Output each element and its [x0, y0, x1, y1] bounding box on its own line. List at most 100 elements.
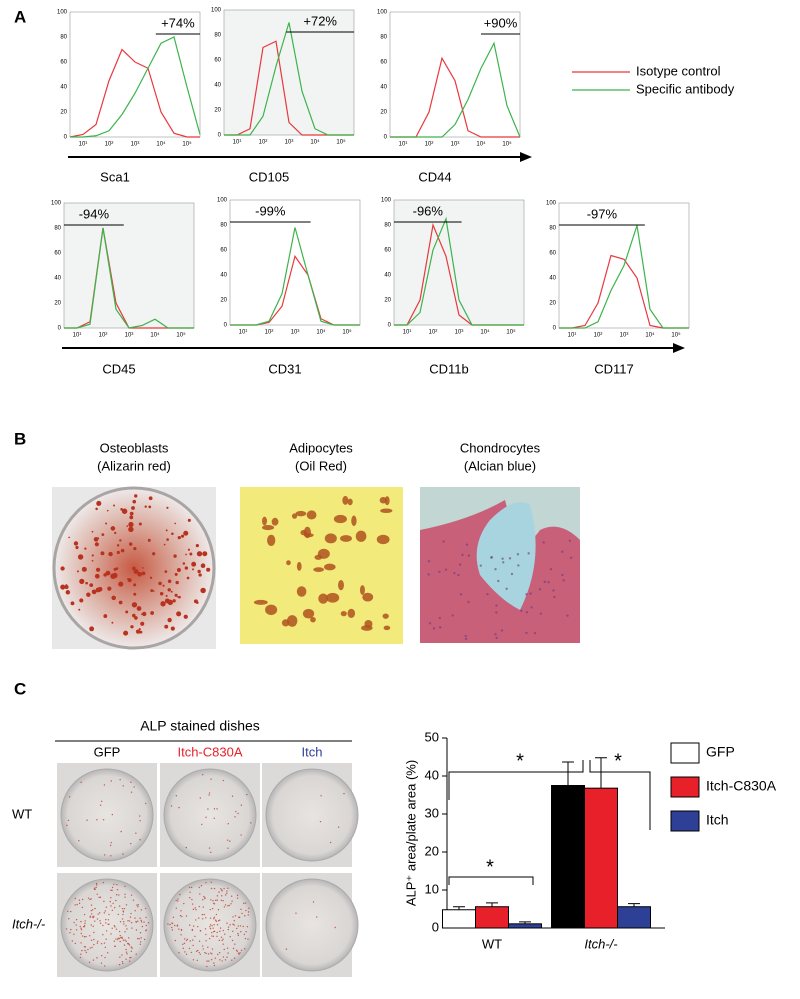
- stain-dot: [105, 906, 108, 908]
- speck: [561, 550, 564, 553]
- speck: [84, 547, 87, 550]
- stain-dot: [213, 964, 216, 967]
- speck: [286, 560, 291, 566]
- y-tick-label: 100: [57, 10, 68, 16]
- arrow-head: [520, 152, 532, 162]
- stain-dot: [178, 952, 180, 954]
- speck: [552, 589, 555, 592]
- speck: [347, 608, 356, 619]
- stain-dot: [205, 917, 207, 919]
- y-tick-label: 80: [220, 223, 227, 229]
- stain-dot: [135, 953, 137, 955]
- speck: [200, 587, 206, 594]
- speck: [495, 636, 498, 640]
- x-tick-label: 10⁵: [342, 329, 352, 336]
- speck: [510, 572, 514, 576]
- x-tick-label: 10³: [451, 142, 460, 148]
- stain-dot: [92, 925, 94, 928]
- speck: [91, 559, 94, 562]
- stain-dot: [124, 893, 126, 895]
- stain-dot: [175, 907, 178, 909]
- y-tick-label: 100: [546, 201, 557, 207]
- stain-dot: [207, 808, 209, 810]
- stain-dot: [108, 913, 110, 916]
- x-tick-label: 10³: [285, 140, 294, 146]
- speck: [116, 550, 120, 555]
- stain-dot: [229, 935, 231, 938]
- stain-dot: [343, 792, 345, 795]
- stain-dot: [208, 960, 210, 962]
- speck: [340, 535, 352, 542]
- stain-dot: [228, 904, 231, 907]
- stain-dot: [178, 806, 180, 809]
- stain-dot: [80, 932, 82, 935]
- x-tick-label: 10²: [259, 140, 268, 146]
- x-tick-label: 10⁵: [176, 332, 186, 339]
- speck: [465, 543, 469, 546]
- speck: [562, 579, 565, 582]
- stain-dot: [207, 953, 210, 955]
- stain-dot: [122, 939, 125, 941]
- stain-dot: [139, 917, 141, 919]
- speck: [95, 587, 101, 593]
- speck: [525, 631, 528, 635]
- speck: [95, 507, 98, 511]
- speck: [453, 571, 456, 575]
- percent-label: -99%: [255, 203, 286, 218]
- stain-dot: [80, 927, 82, 930]
- plot-frame: [229, 199, 361, 326]
- stain-dot: [210, 899, 212, 901]
- dish: [60, 878, 154, 972]
- dish: [163, 768, 257, 862]
- stain-dot: [141, 925, 144, 928]
- speck: [89, 626, 95, 632]
- y-tick-label: 80: [54, 226, 61, 232]
- legend-label: Isotype control: [636, 63, 721, 78]
- stain-dot: [213, 887, 216, 890]
- stain-dot: [214, 957, 216, 959]
- stain-dot: [94, 920, 96, 922]
- marker-name: CD105: [249, 169, 289, 184]
- histogram-curve: [224, 22, 354, 136]
- speck: [384, 496, 390, 506]
- stain-dot: [112, 902, 114, 905]
- stain-dot: [224, 904, 227, 906]
- arrow-head: [673, 343, 685, 353]
- speck: [79, 598, 84, 603]
- stain-dot: [121, 937, 123, 940]
- stain-dot: [217, 953, 219, 956]
- speck: [77, 554, 84, 560]
- stain-dot: [99, 896, 102, 899]
- stain-dot: [213, 918, 215, 920]
- stain-dot: [140, 937, 142, 939]
- speck: [323, 563, 336, 571]
- stain-dot: [105, 938, 107, 940]
- stain-dot: [238, 953, 240, 955]
- stain-dot: [89, 916, 91, 918]
- stain-dot: [195, 908, 197, 911]
- stain-dot: [195, 950, 198, 953]
- stain-dot: [105, 930, 108, 932]
- stain-dot: [147, 922, 150, 924]
- speck: [162, 584, 165, 587]
- stain-dot: [192, 908, 195, 911]
- stain-dot: [83, 936, 86, 938]
- stain-dot: [192, 944, 194, 947]
- stain-dot: [197, 925, 199, 928]
- stain-dot: [80, 942, 82, 944]
- stain-dot: [100, 942, 103, 945]
- stain-dot: [190, 886, 193, 889]
- speck: [76, 570, 79, 573]
- speck: [351, 515, 357, 527]
- speck: [164, 598, 170, 604]
- x-tick-label: 10⁴: [156, 141, 166, 148]
- speck: [166, 506, 169, 509]
- stain-dot: [74, 897, 77, 900]
- x-tick-label: 10¹: [239, 330, 248, 336]
- speck: [96, 500, 102, 507]
- speck: [271, 517, 279, 526]
- stain-dot: [69, 931, 71, 934]
- speck: [262, 525, 275, 531]
- stain-dot: [226, 890, 228, 892]
- speck: [158, 581, 162, 586]
